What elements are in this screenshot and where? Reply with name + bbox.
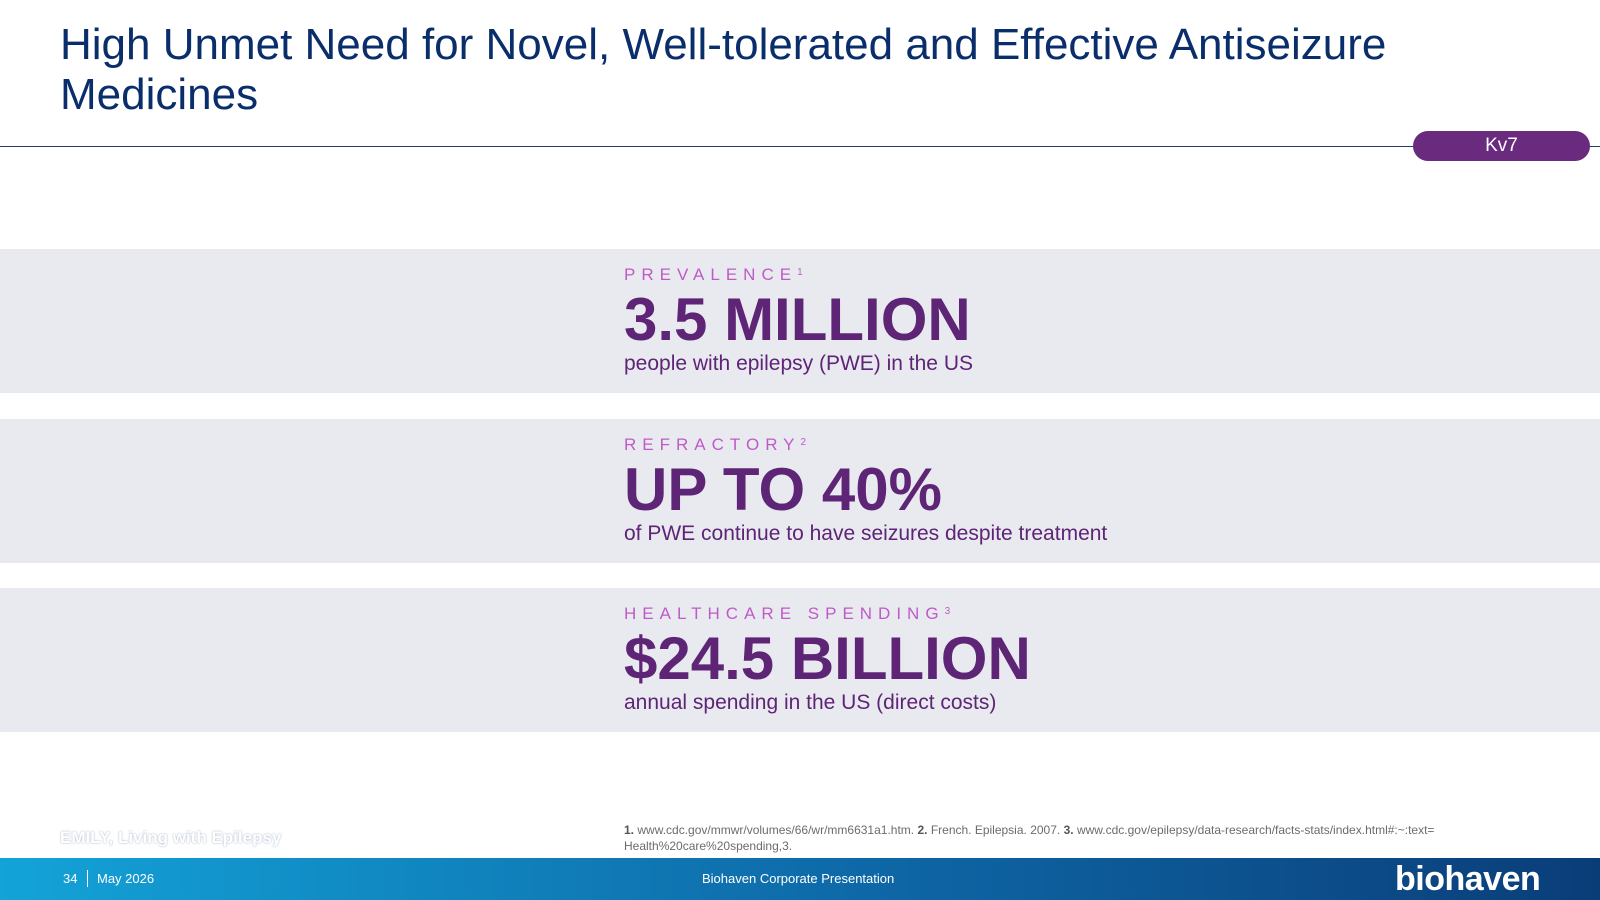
stat-band-refractory [0, 419, 1600, 563]
footer-separator [87, 870, 88, 887]
footer-bar: 34 May 2026 Biohaven Corporate Presentat… [0, 858, 1600, 900]
footnote-text: www.cdc.gov/mmwr/volumes/66/wr/mm6631a1.… [637, 823, 915, 837]
footer-date: May 2026 [97, 871, 155, 886]
title-divider [0, 146, 1600, 147]
stat-spending: HEALTHCARE SPENDING3 $24.5 BILLION annua… [624, 604, 1031, 716]
stat-value: $24.5 BILLION [624, 625, 1031, 692]
stat-description: annual spending in the US (direct costs) [624, 691, 997, 714]
stat-label: PREVALENCE1 [624, 265, 803, 284]
stat-label: HEALTHCARE SPENDING3 [624, 604, 951, 623]
stat-label: REFRACTORY2 [624, 435, 807, 454]
stat-band-prevalence [0, 249, 1600, 393]
page-number: 34 [63, 871, 78, 886]
footnote-number: 3. [1063, 823, 1074, 837]
footnote-text: French. Epilepsia. 2007. [930, 823, 1061, 837]
stat-value: UP TO 40% [624, 456, 942, 523]
kv7-tag: Kv7 [1413, 131, 1590, 161]
stat-description: of PWE continue to have seizures despite… [624, 522, 1108, 545]
slide-title: High Unmet Need for Novel, Well-tolerate… [60, 20, 1387, 119]
presentation-name: Biohaven Corporate Presentation [702, 871, 895, 886]
footnotes: 1. www.cdc.gov/mmwr/volumes/66/wr/mm6631… [624, 822, 1544, 854]
stat-band-spending [0, 588, 1600, 732]
stat-refractory: REFRACTORY2 UP TO 40% of PWE continue to… [624, 435, 1107, 547]
stat-description: people with epilepsy (PWE) in the US [624, 352, 973, 375]
footnote-text: www.cdc.gov/epilepsy/data-research/facts… [624, 823, 1435, 853]
footnote-number: 2. [917, 823, 928, 837]
stat-prevalence: PREVALENCE1 3.5 MILLION people with epil… [624, 265, 973, 377]
stat-value: 3.5 MILLION [624, 286, 971, 353]
biohaven-logo: biohaven [1395, 860, 1541, 898]
image-caption: EMILY, Living with Epilepsy [60, 828, 282, 847]
footnote-number: 1. [624, 823, 635, 837]
